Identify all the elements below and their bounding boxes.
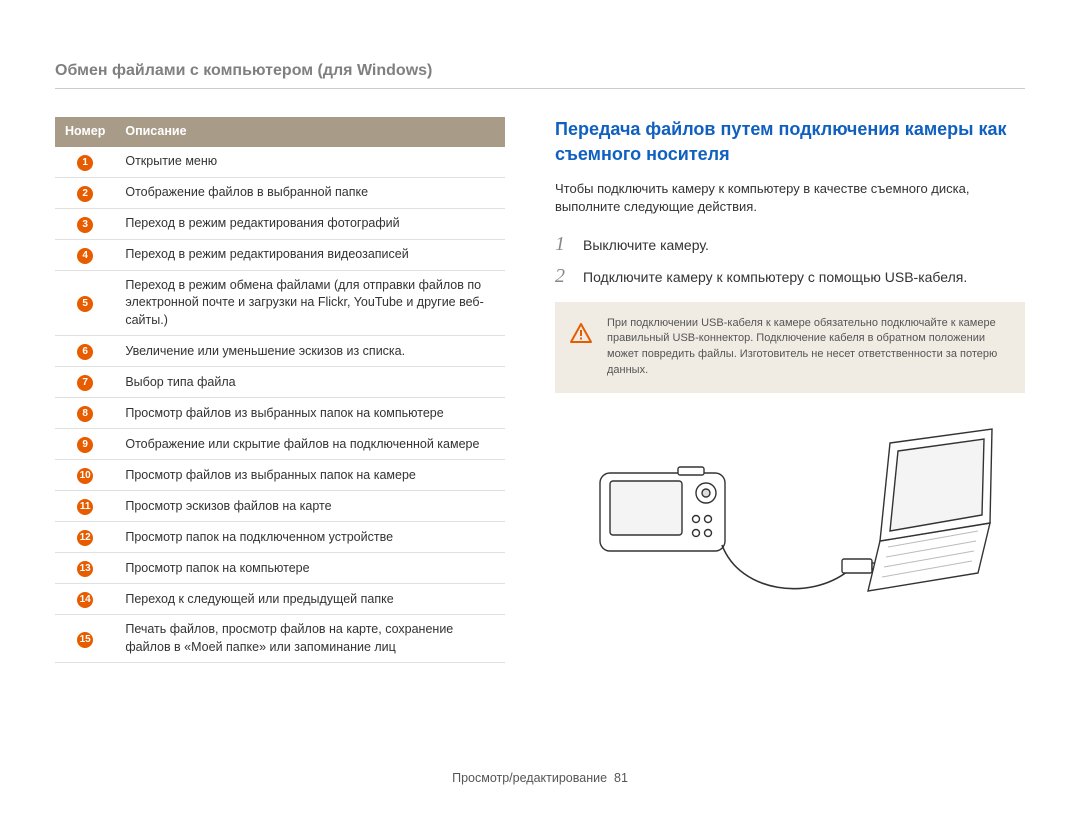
row-number-cell: 7	[55, 367, 115, 398]
th-number: Номер	[55, 117, 115, 147]
table-row: 10 Просмотр файлов из выбранных папок на …	[55, 460, 505, 491]
table-row: 11 Просмотр эскизов файлов на карте	[55, 491, 505, 522]
table-row: 12 Просмотр папок на подключенном устройс…	[55, 522, 505, 553]
table-row: 13 Просмотр папок на компьютере	[55, 553, 505, 584]
warning-box: При подключении USB-кабеля к камере обяз…	[555, 302, 1025, 394]
table-row: 15 Печать файлов, просмотр файлов на карт…	[55, 615, 505, 663]
row-description: Отображение файлов в выбранной папке	[115, 177, 505, 208]
row-number-cell: 5	[55, 270, 115, 336]
row-description: Переход в режим редактирования видеозапи…	[115, 239, 505, 270]
table-row: 9 Отображение или скрытие файлов на подкл…	[55, 429, 505, 460]
number-badge: 1	[77, 155, 93, 171]
number-badge: 13	[77, 561, 93, 577]
number-badge: 9	[77, 437, 93, 453]
row-description: Просмотр файлов из выбранных папок на ка…	[115, 460, 505, 491]
page-title: Обмен файлами с компьютером (для Windows…	[55, 60, 1025, 89]
row-description: Выбор типа файла	[115, 367, 505, 398]
step: 1 Выключите камеру.	[555, 234, 1025, 256]
number-badge: 3	[77, 217, 93, 233]
row-number-cell: 8	[55, 398, 115, 429]
table-row: 6 Увеличение или уменьшение эскизов из сп…	[55, 336, 505, 367]
row-description: Просмотр папок на компьютере	[115, 553, 505, 584]
row-number-cell: 4	[55, 239, 115, 270]
table-row: 5 Переход в режим обмена файлами (для отп…	[55, 270, 505, 336]
description-table-container: Номер Описание 1 Открытие меню 2 Отображени…	[55, 117, 505, 663]
th-description: Описание	[115, 117, 505, 147]
row-description: Отображение или скрытие файлов на подклю…	[115, 429, 505, 460]
section-heading: Передача файлов путем подключения камеры…	[555, 117, 1025, 166]
number-badge: 14	[77, 592, 93, 608]
warning-text: При подключении USB-кабеля к камере обяз…	[607, 317, 997, 377]
number-badge: 10	[77, 468, 93, 484]
footer-page: 81	[614, 771, 628, 785]
row-number-cell: 9	[55, 429, 115, 460]
number-badge: 6	[77, 344, 93, 360]
row-number-cell: 6	[55, 336, 115, 367]
connection-illustration	[555, 423, 1025, 613]
number-badge: 5	[77, 296, 93, 312]
row-number-cell: 11	[55, 491, 115, 522]
row-description: Печать файлов, просмотр файлов на карте,…	[115, 615, 505, 663]
row-number-cell: 2	[55, 177, 115, 208]
step: 2 Подключите камеру к компьютеру с помощь…	[555, 266, 1025, 288]
row-description: Переход в режим редактирования фотографи…	[115, 208, 505, 239]
description-table: Номер Описание 1 Открытие меню 2 Отображени…	[55, 117, 505, 663]
step-number: 2	[555, 266, 573, 288]
warning-icon	[569, 322, 593, 352]
step-text: Выключите камеру.	[583, 234, 709, 256]
row-description: Переход в режим обмена файлами (для отпр…	[115, 270, 505, 336]
table-row: 8 Просмотр файлов из выбранных папок на к…	[55, 398, 505, 429]
row-number-cell: 13	[55, 553, 115, 584]
row-description: Переход к следующей или предыдущей папке	[115, 584, 505, 615]
number-badge: 15	[77, 632, 93, 648]
intro-text: Чтобы подключить камеру к компьютеру в к…	[555, 180, 1025, 216]
number-badge: 11	[77, 499, 93, 515]
row-description: Увеличение или уменьшение эскизов из спи…	[115, 336, 505, 367]
row-description: Открытие меню	[115, 147, 505, 178]
row-number-cell: 3	[55, 208, 115, 239]
row-number-cell: 1	[55, 147, 115, 178]
step-number: 1	[555, 234, 573, 256]
table-row: 4 Переход в режим редактирования видеозап…	[55, 239, 505, 270]
number-badge: 12	[77, 530, 93, 546]
number-badge: 7	[77, 375, 93, 391]
table-row: 3 Переход в режим редактирования фотограф…	[55, 208, 505, 239]
row-number-cell: 10	[55, 460, 115, 491]
number-badge: 4	[77, 248, 93, 264]
table-row: 2 Отображение файлов в выбранной папке	[55, 177, 505, 208]
row-number-cell: 12	[55, 522, 115, 553]
row-description: Просмотр эскизов файлов на карте	[115, 491, 505, 522]
row-number-cell: 15	[55, 615, 115, 663]
table-row: 7 Выбор типа файла	[55, 367, 505, 398]
row-description: Просмотр папок на подключенном устройств…	[115, 522, 505, 553]
table-row: 1 Открытие меню	[55, 147, 505, 178]
page-footer: Просмотр/редактирование 81	[0, 770, 1080, 788]
number-badge: 2	[77, 186, 93, 202]
footer-label: Просмотр/редактирование	[452, 771, 607, 785]
step-text: Подключите камеру к компьютеру с помощью…	[583, 266, 967, 288]
table-row: 14 Переход к следующей или предыдущей пап…	[55, 584, 505, 615]
row-description: Просмотр файлов из выбранных папок на ко…	[115, 398, 505, 429]
number-badge: 8	[77, 406, 93, 422]
row-number-cell: 14	[55, 584, 115, 615]
